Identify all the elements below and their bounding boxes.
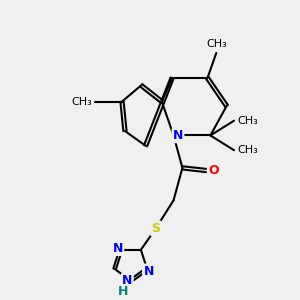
Text: S: S (152, 222, 160, 235)
Text: CH₃: CH₃ (237, 145, 258, 155)
Text: CH₃: CH₃ (237, 116, 258, 126)
Text: H: H (117, 284, 128, 298)
Text: N: N (122, 274, 133, 287)
Text: N: N (143, 265, 154, 278)
Text: CH₃: CH₃ (72, 97, 92, 106)
Text: N: N (173, 129, 183, 142)
Text: CH₃: CH₃ (206, 39, 227, 50)
Text: O: O (208, 164, 219, 177)
Text: N: N (113, 242, 123, 255)
